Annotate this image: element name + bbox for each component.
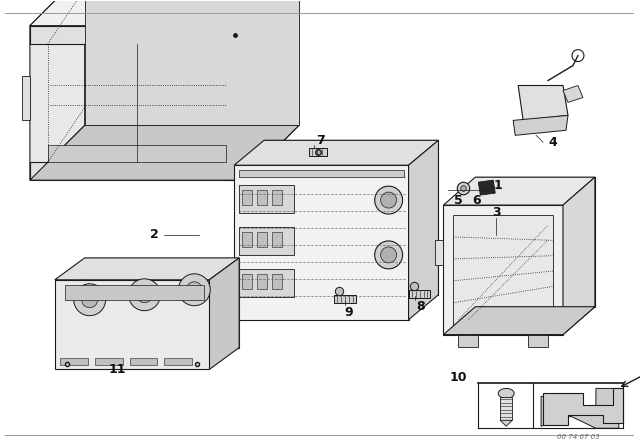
Polygon shape [500,420,512,426]
Polygon shape [129,358,157,365]
Polygon shape [30,0,84,180]
Text: 4: 4 [548,136,557,149]
Circle shape [136,287,152,303]
Polygon shape [272,274,282,289]
Polygon shape [435,240,444,265]
Polygon shape [541,388,619,428]
Circle shape [374,186,403,214]
Polygon shape [478,180,495,195]
Circle shape [74,284,106,316]
Polygon shape [458,335,478,347]
Polygon shape [244,0,299,180]
Polygon shape [444,205,563,335]
Text: 6: 6 [472,194,481,207]
Text: 7: 7 [317,134,325,147]
Polygon shape [30,162,244,180]
Polygon shape [272,232,282,247]
Polygon shape [309,148,327,156]
Polygon shape [30,26,244,43]
Polygon shape [95,358,123,365]
Polygon shape [84,258,239,348]
Polygon shape [239,185,294,213]
Polygon shape [444,177,595,205]
Polygon shape [242,274,252,289]
Ellipse shape [499,388,514,398]
Polygon shape [257,274,267,289]
Circle shape [374,241,403,269]
Polygon shape [453,215,553,325]
Circle shape [186,282,202,298]
Polygon shape [408,290,431,298]
Text: 1: 1 [494,179,502,192]
Polygon shape [60,358,88,365]
Polygon shape [528,335,548,347]
Polygon shape [239,227,294,255]
Circle shape [381,192,397,208]
Polygon shape [30,125,299,180]
Polygon shape [84,0,299,125]
Polygon shape [257,190,267,205]
Circle shape [572,50,584,61]
Polygon shape [518,86,568,121]
Text: 2: 2 [150,228,159,241]
Polygon shape [257,232,267,247]
Polygon shape [234,140,438,165]
Polygon shape [164,358,193,365]
Text: 8: 8 [416,300,425,313]
Polygon shape [500,397,512,420]
Circle shape [381,247,397,263]
Polygon shape [239,269,294,297]
Polygon shape [563,177,595,335]
Polygon shape [334,295,356,303]
Polygon shape [476,177,595,307]
Text: 11: 11 [109,363,126,376]
Polygon shape [234,165,408,320]
Text: 10: 10 [450,371,467,384]
Polygon shape [242,232,252,247]
Circle shape [129,279,161,311]
Circle shape [179,274,211,306]
Polygon shape [30,0,299,26]
Polygon shape [408,140,438,320]
Polygon shape [513,116,568,135]
Polygon shape [65,285,204,300]
Polygon shape [209,258,239,370]
Text: 5: 5 [454,194,463,207]
Polygon shape [226,26,244,180]
Circle shape [82,292,98,308]
Polygon shape [563,86,583,103]
Polygon shape [55,280,209,370]
Polygon shape [22,76,30,121]
Polygon shape [55,258,239,280]
Text: 9: 9 [344,306,353,319]
Polygon shape [264,140,438,295]
Text: 00 74 07 03: 00 74 07 03 [557,434,599,440]
Polygon shape [48,145,226,162]
Polygon shape [272,190,282,205]
Polygon shape [239,170,404,177]
Text: 3: 3 [492,206,500,219]
Polygon shape [242,190,252,205]
Polygon shape [543,388,623,425]
Polygon shape [444,307,595,335]
